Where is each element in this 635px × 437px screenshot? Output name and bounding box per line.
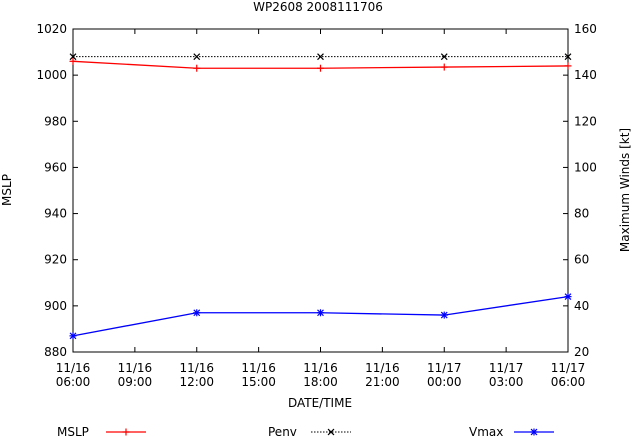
legend-label-penv: Penv [268,425,297,437]
y2-tick-label: 40 [574,299,589,313]
x-axis-label: DATE/TIME [288,396,352,410]
data-point [440,63,448,71]
legend-label-mslp: MSLP [57,425,89,437]
data-point [530,428,538,436]
x-axis: 11/1606:0011/1609:0011/1612:0011/1615:00… [56,29,586,389]
y2-axis-label: Maximum Winds [kt] [618,128,632,252]
x-tick-label-date: 11/16 [179,361,214,375]
data-point [317,53,324,61]
data-point [122,428,130,436]
x-tick-label-time: 00:00 [427,375,462,389]
x-tick-label-time: 06:00 [56,375,91,389]
data-point [193,64,201,72]
data-point [317,309,324,317]
x-tick-label-date: 11/16 [118,361,153,375]
x-tick-label-time: 21:00 [365,375,400,389]
legend: MSLP Penv Vmax [57,425,554,437]
y2-tick-label: 20 [574,345,589,359]
y2-tick-label: 120 [574,114,597,128]
data-point [564,53,572,61]
data-point [69,57,77,65]
x-tick-label-date: 11/16 [365,361,400,375]
y2-tick-label: 100 [574,160,597,174]
y-tick-label: 980 [44,114,67,128]
data-point [193,53,201,61]
x-tick-label-date: 11/17 [427,361,462,375]
left-axis: 880 900 920 940 960 980 1000 1020 [36,22,78,359]
x-tick-label-time: 18:00 [303,375,338,389]
x-tick-label-time: 09:00 [118,375,153,389]
series-layer [69,53,572,340]
data-point [327,428,335,436]
data-point [564,293,572,301]
right-axis: 20 40 60 80 100 120 140 160 [563,22,597,359]
y2-tick-label: 160 [574,22,597,36]
x-tick-label-time: 12:00 [179,375,214,389]
y-tick-label: 940 [44,207,67,221]
y-tick-label: 920 [44,253,67,267]
y-tick-label: 900 [44,299,67,313]
plot-frame [72,28,569,353]
data-point [440,311,448,319]
chart-title: WP2608 2008111706 [253,0,383,14]
y2-tick-label: 60 [574,253,589,267]
x-tick-label-date: 11/16 [56,361,91,375]
y-tick-label: 880 [44,345,67,359]
data-point [69,332,77,340]
x-tick-label-date: 11/17 [489,361,524,375]
y-tick-label: 1020 [36,22,67,36]
x-tick-label-time: 15:00 [241,375,276,389]
y-tick-label: 960 [44,160,67,174]
data-point [69,53,77,61]
legend-label-vmax: Vmax [469,425,503,437]
data-point [193,309,201,317]
y-axis-label: MSLP [0,174,14,206]
y2-tick-label: 140 [574,68,597,82]
x-tick-label-date: 11/16 [241,361,276,375]
data-point [317,64,324,72]
x-tick-label-time: 03:00 [489,375,524,389]
x-tick-label-date: 11/17 [551,361,586,375]
y-tick-label: 1000 [36,68,67,82]
x-tick-label-date: 11/16 [303,361,338,375]
x-tick-label-time: 06:00 [551,375,586,389]
data-point [440,53,448,61]
data-point [564,62,572,70]
y2-tick-label: 80 [574,207,589,221]
